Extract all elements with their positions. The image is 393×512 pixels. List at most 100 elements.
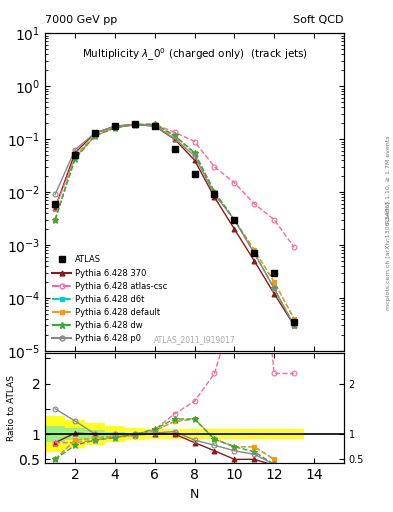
Pythia 6.428 default [112,124,117,130]
Pythia 6.428 p0 [53,191,57,198]
Line: Pythia 6.428 p0: Pythia 6.428 p0 [53,122,297,328]
Pythia 6.428 370 [232,226,237,232]
Pythia 6.428 d6t [232,217,237,223]
Pythia 6.428 370 [252,258,257,264]
Pythia 6.428 p0 [252,250,257,256]
Pythia 6.428 p0 [132,121,137,127]
Text: Rivet 3.1.10, ≥ 1.7M events: Rivet 3.1.10, ≥ 1.7M events [386,136,391,223]
Text: 7000 GeV pp: 7000 GeV pp [45,15,118,26]
Pythia 6.428 370 [172,136,177,142]
Pythia 6.428 atlas-csc [232,180,237,186]
Pythia 6.428 dw [152,121,157,127]
Pythia 6.428 d6t [112,124,117,130]
Pythia 6.428 dw [212,189,217,195]
Pythia 6.428 p0 [112,123,117,130]
Pythia 6.428 atlas-csc [212,164,217,170]
Pythia 6.428 default [73,154,77,160]
Pythia 6.428 d6t [192,150,197,156]
Pythia 6.428 d6t [152,121,157,127]
Pythia 6.428 atlas-csc [73,155,77,161]
Pythia 6.428 370 [93,130,97,136]
Pythia 6.428 d6t [212,189,217,195]
Legend: ATLAS, Pythia 6.428 370, Pythia 6.428 atlas-csc, Pythia 6.428 d6t, Pythia 6.428 : ATLAS, Pythia 6.428 370, Pythia 6.428 at… [52,255,167,344]
Pythia 6.428 p0 [172,136,177,142]
Pythia 6.428 p0 [73,146,77,153]
Pythia 6.428 p0 [292,323,296,329]
Text: ATLAS_2011_I919017: ATLAS_2011_I919017 [154,335,235,345]
Pythia 6.428 atlas-csc [192,138,197,144]
Pythia 6.428 default [53,217,57,223]
Line: Pythia 6.428 370: Pythia 6.428 370 [53,122,297,328]
ATLAS [73,152,77,158]
Pythia 6.428 atlas-csc [152,121,157,127]
Text: Soft QCD: Soft QCD [294,15,344,26]
Pythia 6.428 370 [192,157,197,163]
Text: Multiplicity $\lambda\_0^0$ (charged only)  (track jets): Multiplicity $\lambda\_0^0$ (charged onl… [81,46,308,62]
Pythia 6.428 d6t [252,247,257,253]
Pythia 6.428 dw [132,121,137,127]
Pythia 6.428 default [172,134,177,140]
Pythia 6.428 dw [73,156,77,162]
ATLAS [132,121,137,127]
Line: ATLAS: ATLAS [52,121,297,325]
Pythia 6.428 default [272,279,277,285]
Pythia 6.428 370 [132,121,137,127]
Pythia 6.428 370 [272,290,277,296]
Pythia 6.428 d6t [53,217,57,223]
Line: Pythia 6.428 dw: Pythia 6.428 dw [51,121,298,329]
Pythia 6.428 atlas-csc [272,217,277,223]
Pythia 6.428 p0 [212,191,217,198]
Pythia 6.428 atlas-csc [172,129,177,135]
Pythia 6.428 p0 [272,285,277,291]
Text: mcplots.cern.ch [arXiv:1306.3436]: mcplots.cern.ch [arXiv:1306.3436] [386,202,391,310]
Pythia 6.428 p0 [232,217,237,223]
Y-axis label: Ratio to ATLAS: Ratio to ATLAS [7,375,16,441]
Pythia 6.428 default [132,121,137,127]
Pythia 6.428 d6t [172,134,177,140]
Pythia 6.428 370 [53,205,57,211]
Line: Pythia 6.428 atlas-csc: Pythia 6.428 atlas-csc [53,122,297,250]
Pythia 6.428 d6t [132,121,137,127]
Pythia 6.428 default [93,132,97,138]
Pythia 6.428 atlas-csc [93,133,97,139]
Pythia 6.428 dw [172,132,177,138]
Pythia 6.428 dw [272,285,277,291]
Pythia 6.428 dw [252,250,257,256]
Pythia 6.428 default [192,150,197,156]
ATLAS [93,130,97,136]
Pythia 6.428 dw [292,323,296,329]
Pythia 6.428 default [292,316,296,322]
Pythia 6.428 d6t [272,279,277,285]
Pythia 6.428 d6t [73,154,77,160]
Pythia 6.428 dw [53,217,57,223]
ATLAS [292,319,296,325]
Pythia 6.428 atlas-csc [112,124,117,131]
Pythia 6.428 p0 [152,123,157,129]
Pythia 6.428 370 [152,123,157,130]
Pythia 6.428 dw [192,150,197,156]
Pythia 6.428 default [212,189,217,195]
ATLAS [212,191,217,198]
ATLAS [112,123,117,130]
ATLAS [272,269,277,275]
Pythia 6.428 dw [112,125,117,131]
Pythia 6.428 d6t [93,132,97,138]
ATLAS [172,146,177,152]
Pythia 6.428 atlas-csc [292,244,296,250]
Pythia 6.428 p0 [192,153,197,159]
ATLAS [252,250,257,256]
ATLAS [152,123,157,130]
Pythia 6.428 default [252,247,257,253]
Pythia 6.428 atlas-csc [132,122,137,128]
Pythia 6.428 370 [212,194,217,200]
Pythia 6.428 370 [292,323,296,329]
Line: Pythia 6.428 default: Pythia 6.428 default [53,122,296,321]
Pythia 6.428 dw [93,133,97,139]
Pythia 6.428 p0 [93,130,97,136]
Pythia 6.428 370 [73,150,77,156]
ATLAS [232,217,237,223]
Pythia 6.428 default [152,121,157,127]
Pythia 6.428 atlas-csc [252,201,257,207]
Pythia 6.428 d6t [292,316,296,322]
ATLAS [53,201,57,207]
